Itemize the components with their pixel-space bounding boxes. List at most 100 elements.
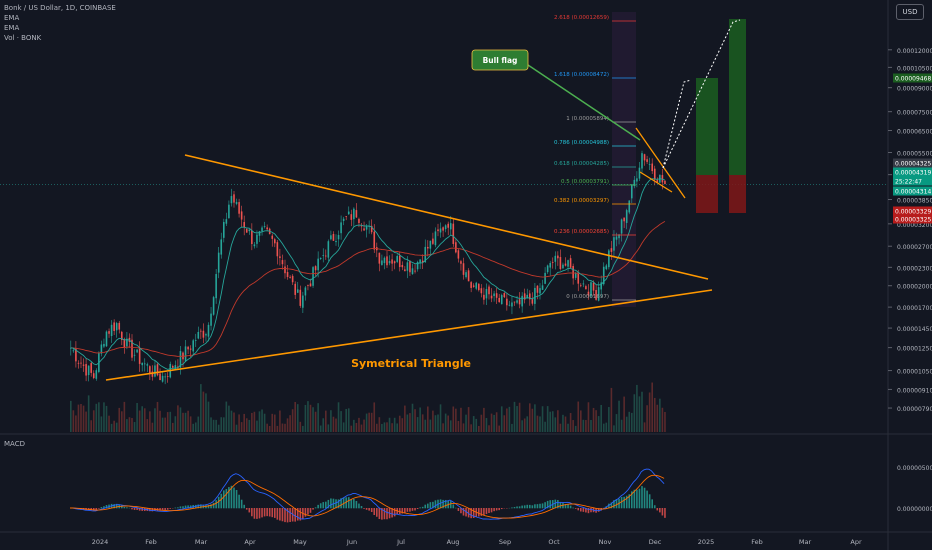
volume-bar: [256, 420, 258, 432]
candle-body: [643, 154, 646, 161]
x-tick-label: Mar: [195, 538, 208, 546]
candle-body: [391, 259, 393, 264]
macd-hist-bar: [572, 507, 574, 509]
fib-level-label: 0.618 (0.00004285): [554, 161, 609, 167]
candle-body: [353, 208, 355, 220]
macd-hist-bar: [370, 508, 373, 513]
candle-body: [388, 261, 391, 264]
volume-bar: [159, 410, 161, 432]
volume-bar: [217, 424, 220, 432]
macd-hist-bar: [480, 508, 483, 516]
volume-bar: [151, 422, 154, 432]
candle-body: [82, 364, 85, 366]
candle-body: [345, 216, 347, 217]
candle-body: [340, 222, 342, 234]
candle-body: [419, 259, 421, 264]
price-tag: [893, 158, 932, 168]
price-tag: [893, 73, 932, 83]
macd-label[interactable]: MACD: [4, 440, 25, 448]
candle-body: [279, 256, 281, 259]
macd-hist-bar: [661, 508, 664, 516]
x-tick-label: Mar: [799, 538, 812, 546]
macd-hist-bar: [225, 488, 228, 509]
candle-body: [551, 262, 554, 264]
volume-bar: [92, 410, 95, 432]
macd-hist-bar: [523, 505, 526, 509]
macd-hist-bar: [284, 508, 286, 523]
candle-body: [449, 223, 452, 230]
macd-hist-bar: [149, 508, 151, 512]
candle-body: [493, 293, 495, 297]
volume-bar: [105, 405, 108, 432]
candle-body: [506, 298, 508, 306]
candle-body: [299, 289, 302, 306]
indicator-volume[interactable]: Vol · BONK: [4, 34, 42, 42]
candle-body: [485, 289, 488, 299]
volume-bar: [332, 416, 335, 432]
macd-hist-bar: [546, 500, 549, 509]
candle-body: [592, 282, 595, 291]
volume-bar: [460, 407, 462, 432]
x-tick-label: Jun: [346, 538, 357, 546]
indicator-ema-fast[interactable]: EMA: [4, 14, 20, 22]
candle-body: [133, 354, 136, 356]
macd-hist-bar: [271, 508, 274, 518]
volume-bar: [294, 401, 296, 432]
volume-bar: [615, 414, 618, 432]
candle-body: [319, 257, 322, 260]
volume-bar: [143, 408, 146, 432]
y-tick-label: 0.00005500: [897, 151, 932, 158]
candle-body: [467, 270, 470, 282]
candle-body: [613, 237, 615, 251]
candle-body: [225, 219, 228, 224]
macd-hist-bar: [646, 490, 648, 509]
y-tick-label: 0.00000910: [897, 387, 932, 394]
macd-hist-bar: [115, 503, 118, 509]
macd-hist-bar: [391, 508, 393, 518]
projection-path-2: [662, 19, 741, 169]
volume-bar: [146, 419, 149, 432]
volume-bar: [529, 403, 531, 432]
macd-hist-bar: [220, 493, 223, 509]
macd-hist-bar: [432, 501, 434, 509]
macd-hist-bar: [184, 505, 187, 509]
macd-hist-bar: [485, 508, 488, 514]
candle-body: [636, 178, 638, 182]
macd-hist-bar: [327, 499, 330, 509]
candle-body: [488, 286, 490, 295]
macd-hist-bar: [138, 508, 141, 511]
volume-bar: [582, 419, 585, 432]
macd-hist-bar: [493, 508, 495, 512]
volume-bar: [498, 425, 500, 432]
candle-body: [370, 225, 373, 233]
macd-hist-bar: [177, 507, 179, 509]
macd-hist-bar: [587, 508, 590, 514]
currency-button[interactable]: USD: [896, 4, 924, 20]
y-tick-label: 0.00010500: [897, 65, 932, 72]
volume-bar: [133, 422, 136, 432]
volume-bar: [121, 411, 123, 432]
candle-body: [559, 257, 562, 270]
macd-hist-bar: [590, 508, 592, 513]
macd-hist-bar: [100, 507, 103, 509]
candle-body: [358, 218, 360, 224]
candle-body: [628, 200, 631, 213]
candle-body: [587, 291, 590, 296]
candle-body: [562, 264, 564, 269]
candle-body: [381, 260, 383, 265]
candle-body: [569, 258, 572, 268]
volume-bar: [154, 408, 156, 432]
indicator-ema-slow[interactable]: EMA: [4, 24, 20, 32]
candle-body: [490, 295, 493, 299]
volume-bar: [202, 391, 205, 432]
candle-body: [457, 250, 460, 259]
volume-bar: [182, 412, 184, 432]
y-tick-label: 0.00012000: [897, 48, 932, 55]
volume-bar: [284, 423, 286, 432]
volume-bar: [115, 422, 118, 432]
candle-body: [154, 365, 156, 377]
macd-hist-bar: [342, 497, 345, 509]
macd-hist-bar: [625, 495, 628, 509]
candle-body: [205, 334, 207, 336]
